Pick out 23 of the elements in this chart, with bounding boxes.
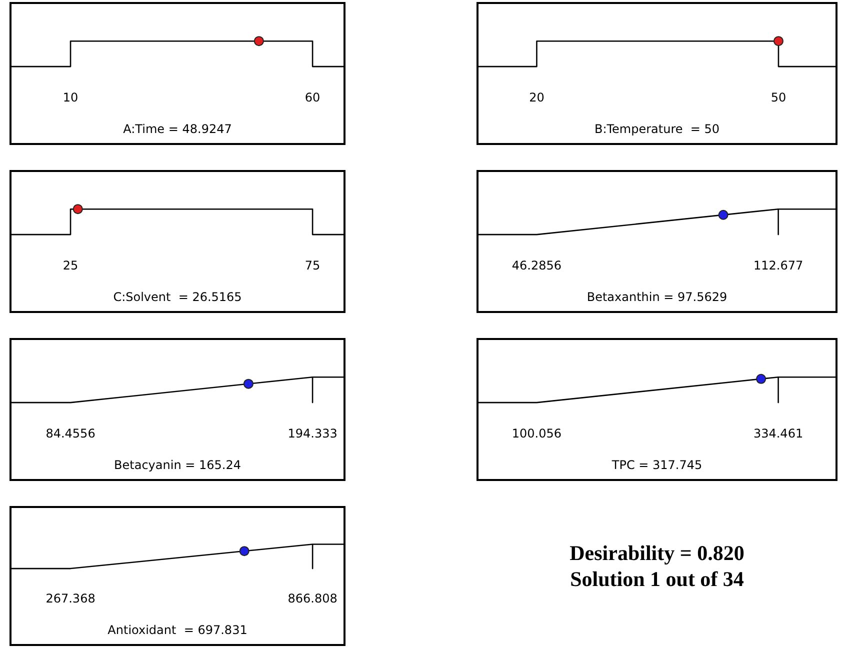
text: Desirability = 0.820 <box>568 540 746 566</box>
x-axis-title: Antioxidant = 697.831 <box>108 622 248 637</box>
text: Solution 1 out of 34 <box>569 566 745 592</box>
x-tick-label: 84.4556 <box>46 426 96 441</box>
x-tick-label: 75 <box>304 258 320 273</box>
x-tick-label: 50 <box>770 90 786 105</box>
x-axis-title: TPC = 317.745 <box>610 458 702 472</box>
x-tick-label: 334.461 <box>753 426 804 441</box>
x-tick-label: 10 <box>62 90 78 105</box>
x-tick-label: 112.677 <box>753 258 804 273</box>
x-axis-title: Betacyanin = 165.24 <box>114 458 241 472</box>
x-tick-label: 866.808 <box>288 592 338 606</box>
x-tick-label: 25 <box>62 258 78 273</box>
x-tick-label: 267.368 <box>46 592 96 606</box>
x-tick-label: 60 <box>304 90 320 105</box>
x-tick-label: 20 <box>529 90 544 105</box>
x-axis-title: A:Time = 48.9247 <box>123 122 232 136</box>
x-tick-label: 100.056 <box>512 426 562 441</box>
x-axis-title: B:Temperature = 50 <box>594 122 720 136</box>
x-axis-title: C:Solvent = 26.5165 <box>113 290 242 304</box>
x-tick-label: 194.333 <box>288 426 338 441</box>
x-axis-title: Betaxanthin = 97.5629 <box>586 290 728 304</box>
x-tick-label: 46.2856 <box>512 258 562 273</box>
